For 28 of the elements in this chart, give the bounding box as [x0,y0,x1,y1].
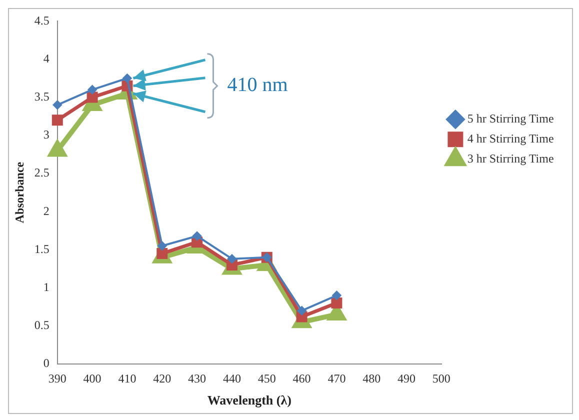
x-tick-label: 430 [188,371,206,386]
x-tick-label: 500 [432,371,450,386]
y-tick-label: 0 [43,356,50,370]
y-tick-label: 4 [43,51,50,66]
x-tick-label: 420 [153,371,172,386]
y-tick-label: 0.5 [34,318,50,332]
y-tick-label: 3.5 [34,89,50,104]
y-tick-label: 1.5 [34,242,50,256]
x-tick-label: 400 [83,371,102,386]
legend-label: 3 hr Stirring Time [467,152,554,166]
x-tick-label: 410 [118,371,136,386]
annotation: 410 nm [227,74,288,96]
x-tick-label: 490 [398,371,416,386]
y-tick-label: 3 [43,128,50,142]
x-tick-label: 440 [222,371,241,386]
x-tick-label: 480 [362,371,381,386]
y-tick-label: 2 [43,204,50,218]
legend-label: 4 hr Stirring Time [467,132,554,146]
x-axis-title: Wavelength (λ) [207,392,292,408]
x-tick-label: 390 [48,371,66,386]
y-tick-label: 1 [43,280,50,294]
legend-label: 5 hr Stirring Time [467,112,554,126]
y-tick-label: 4.5 [34,13,50,28]
x-tick-label: 470 [328,371,346,386]
x-tick-label: 460 [292,371,311,386]
y-axis-title: Absorbance [12,161,26,224]
y-tick-label: 2.5 [34,166,50,180]
x-tick-label: 450 [258,371,276,386]
